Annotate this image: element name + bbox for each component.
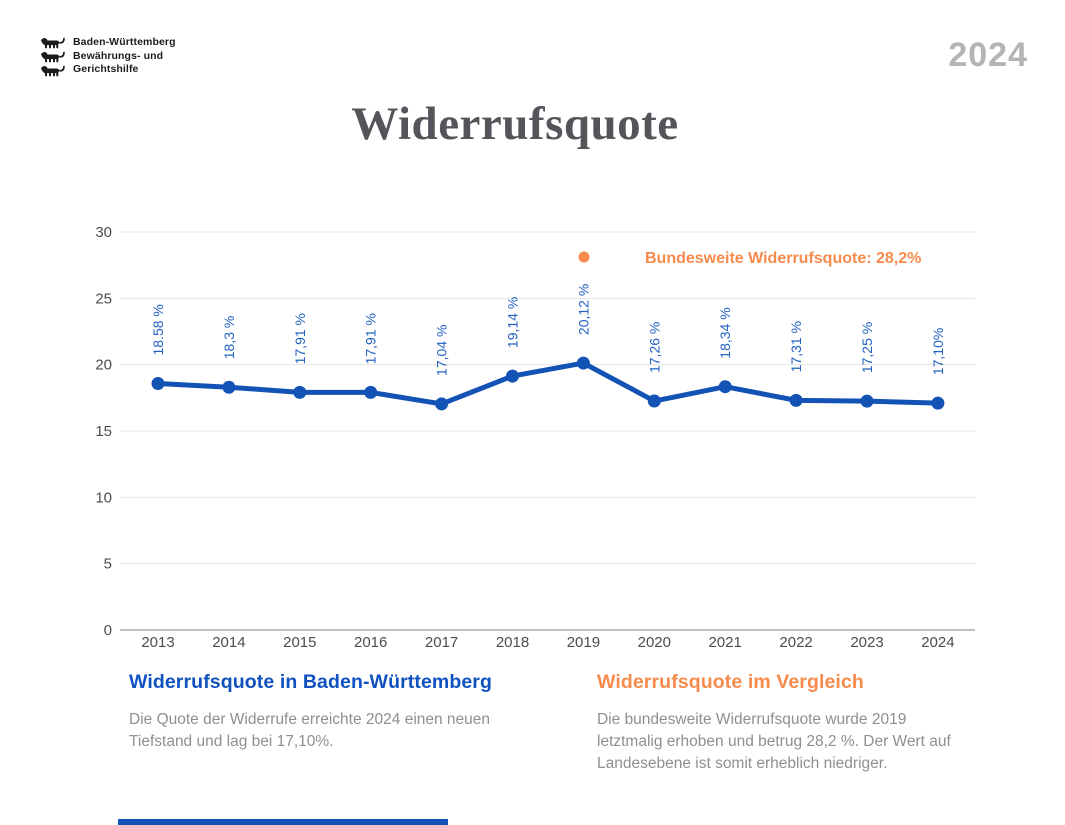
logo-text: Baden-Württemberg Bewährungs- und Gerich…	[73, 36, 176, 77]
legend-label: Bundesweite Widerrufsquote: 28,2%	[645, 250, 921, 267]
point-label: 17,04 %	[434, 325, 450, 376]
section-left-body: Die Quote der Widerrufe erreichte 2024 e…	[129, 711, 491, 750]
data-point	[364, 385, 378, 399]
bw-three-lions-icon	[41, 37, 65, 77]
y-tick-label: 15	[95, 423, 112, 440]
point-label: 18,3 %	[221, 316, 237, 360]
lion-icon	[41, 51, 65, 63]
x-tick-label: 2017	[425, 634, 458, 651]
point-label: 17,10%	[930, 328, 946, 375]
year-badge: 2024	[948, 36, 1028, 74]
point-label: 19,14 %	[505, 297, 521, 348]
data-point	[435, 397, 449, 411]
x-tick-label: 2013	[141, 634, 174, 651]
y-tick-label: 10	[95, 489, 112, 506]
bw-logo: Baden-Württemberg Bewährungs- und Gerich…	[40, 36, 176, 78]
point-label: 17,91 %	[363, 313, 379, 364]
section-right-heading: Widerrufsquote im Vergleich	[597, 671, 864, 693]
data-point	[151, 377, 165, 391]
data-point	[789, 393, 803, 407]
point-label: 17,91 %	[292, 313, 308, 364]
bottom-accent-bar	[118, 819, 448, 825]
data-point	[293, 385, 307, 399]
point-label: 20,12 %	[575, 284, 591, 335]
lion-icon	[41, 37, 65, 49]
point-label: 17,31 %	[788, 321, 804, 372]
page-title: Widerrufsquote	[351, 98, 679, 150]
x-tick-label: 2016	[354, 634, 387, 651]
series-line	[155, 360, 941, 407]
x-tick-label: 2019	[567, 634, 600, 651]
section-left-heading: Widerrufsquote in Baden-Württemberg	[129, 671, 492, 693]
data-point	[931, 396, 945, 410]
x-tick-label: 2014	[212, 634, 245, 651]
x-tick-label: 2018	[496, 634, 529, 651]
data-point	[576, 356, 590, 370]
x-tick-label: 2022	[779, 634, 812, 651]
y-tick-label: 20	[95, 357, 112, 374]
data-point	[506, 369, 519, 383]
point-label: 17,26 %	[646, 322, 662, 373]
data-point	[860, 394, 874, 408]
y-tick-label: 5	[104, 556, 112, 573]
legend-dot	[578, 251, 590, 263]
x-tick-label: 2023	[850, 634, 883, 651]
x-tick-label: 2020	[638, 634, 671, 651]
x-tick-label: 2024	[921, 634, 954, 651]
widerrufsquote-chart: 0 5 10 15 20 25 30 2013 2014 2015 2016 2017 2018 2019…	[0, 215, 1065, 665]
y-tick-label: 0	[104, 622, 112, 639]
section-baden-wuerttemberg: Widerrufsquote in Baden-Württemberg Die …	[129, 671, 529, 753]
line-chart-canvas: 0 5 10 15 20 25 30 2013 2014 2015 2016 2017 2018 2019…	[95, 224, 975, 651]
y-tick-label: 25	[95, 290, 112, 307]
data-point	[718, 380, 732, 394]
point-label: 17,25 %	[859, 322, 875, 373]
y-tick-label: 30	[95, 224, 112, 241]
x-tick-label: 2021	[709, 634, 742, 651]
data-point	[647, 394, 661, 408]
point-label: 18,34 %	[717, 307, 733, 358]
data-point	[222, 380, 236, 394]
section-vergleich: Widerrufsquote im Vergleich Die bundeswe…	[597, 671, 1002, 775]
logo-text-line1: Baden-Württemberg	[73, 36, 176, 48]
lion-icon	[41, 65, 65, 77]
section-right-body: Die bundesweite Widerrufsquote wurde 201…	[597, 711, 951, 772]
logo-text-line2: Bewährungs- und	[73, 49, 164, 62]
x-tick-label: 2015	[283, 634, 316, 651]
point-label: 18.58 %	[150, 304, 166, 355]
logo-text-line3: Gerichtshilfe	[73, 63, 139, 75]
